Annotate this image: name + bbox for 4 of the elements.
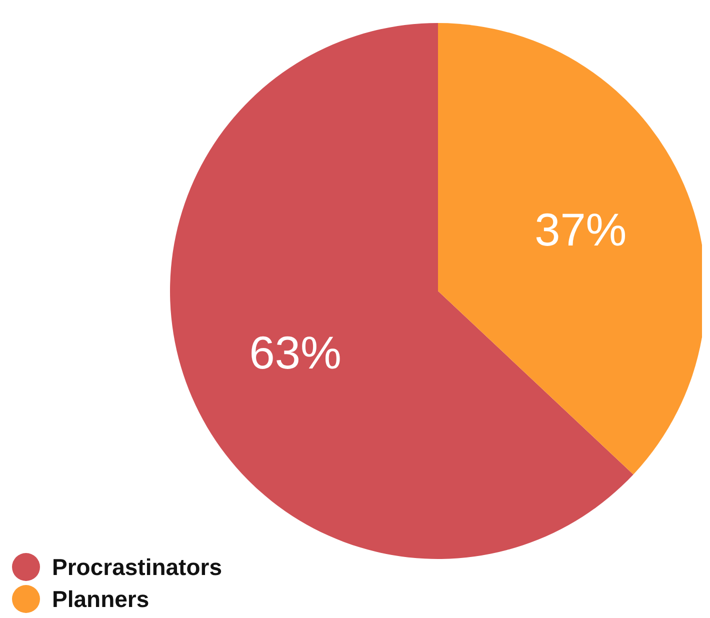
data-label: 63% <box>249 326 342 379</box>
legend-label: Planners <box>52 586 150 612</box>
legend-label: Procrastinators <box>52 554 222 580</box>
data-label: 37% <box>534 203 627 256</box>
